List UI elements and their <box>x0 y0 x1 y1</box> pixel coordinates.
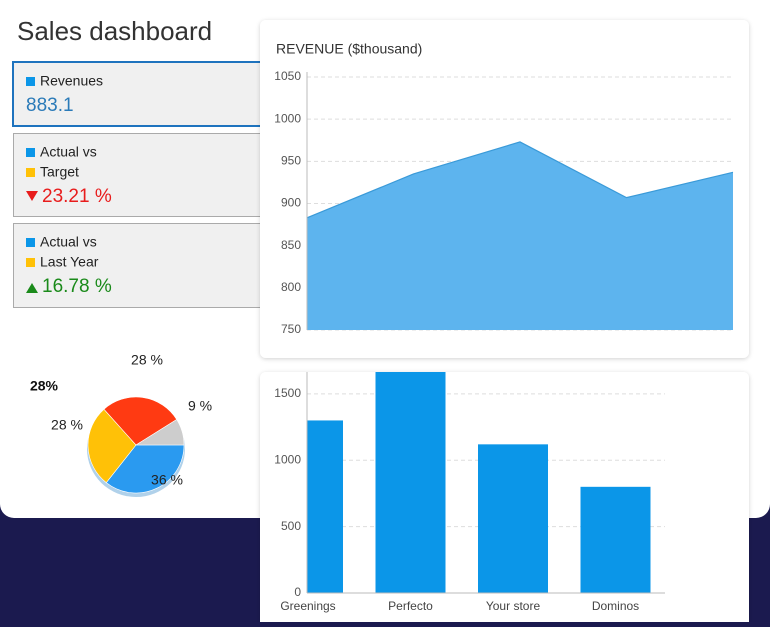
kpi-label: Actual vs <box>40 234 97 250</box>
y-tick-label: 950 <box>281 154 301 168</box>
legend-square <box>26 77 35 86</box>
bar <box>375 372 446 593</box>
pie-label: 28 % <box>131 352 163 368</box>
up-arrow <box>26 283 38 293</box>
bar <box>307 420 343 593</box>
x-tick-label: Perfecto <box>388 599 433 613</box>
kpi-tile[interactable] <box>12 61 264 127</box>
legend-square <box>26 258 35 267</box>
kpi-value: 23.21 % <box>42 186 112 207</box>
bar <box>580 486 651 593</box>
y-tick-label: 1000 <box>274 452 301 466</box>
charts: 750 800 850 900 950 1000 1050 0 500 1000 1500 Green… <box>30 69 734 613</box>
pie-label: 36 % <box>151 472 183 488</box>
legend-square <box>26 168 35 177</box>
kpi-label: Last Year <box>40 254 99 270</box>
kpi-label: Revenues <box>40 73 103 89</box>
y-tick-label: 0 <box>294 585 301 599</box>
kpi-label: Target <box>40 164 79 180</box>
y-tick-label: 1500 <box>274 386 301 400</box>
pie-selected-label: 28% <box>30 378 59 394</box>
pie-slice <box>134 419 185 446</box>
pie-label: 28 % <box>51 417 83 433</box>
legend-square <box>26 238 35 247</box>
pie-slice <box>105 444 185 494</box>
pie-slice <box>103 396 178 446</box>
area-line <box>306 141 734 219</box>
x-tick-label: Your store <box>486 599 541 613</box>
y-tick-label: 900 <box>281 196 301 210</box>
kpi-value: 16.78 % <box>42 276 112 297</box>
down-arrow <box>26 191 38 201</box>
chart-title: REVENUE ($thousand) <box>276 41 422 57</box>
y-tick-label: 1050 <box>274 69 301 83</box>
kpi-value: 883.1 <box>26 95 74 116</box>
kpi-tile[interactable] <box>13 133 264 217</box>
y-tick-label: 750 <box>281 322 301 336</box>
y-tick-label: 1000 <box>274 111 301 125</box>
y-tick-label: 850 <box>281 238 301 252</box>
y-tick-label: 800 <box>281 280 301 294</box>
x-tick-label: Dominos <box>592 599 639 613</box>
area <box>307 141 733 330</box>
pie-slice <box>87 408 137 484</box>
y-tick-label: 500 <box>281 519 301 533</box>
bars <box>307 372 651 593</box>
bar <box>478 444 548 593</box>
pie-label: 9 % <box>188 398 212 414</box>
dashboard-title: Sales dashboard <box>17 16 212 46</box>
kpi-tile[interactable] <box>13 223 264 308</box>
kpi-label: Actual vs <box>40 144 97 160</box>
legend-square <box>26 148 35 157</box>
x-tick-label: Greenings <box>280 599 335 613</box>
